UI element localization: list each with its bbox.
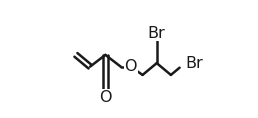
Text: O: O [99,90,112,105]
Text: O: O [125,59,137,74]
Text: Br: Br [148,25,166,41]
Text: Br: Br [185,56,203,71]
